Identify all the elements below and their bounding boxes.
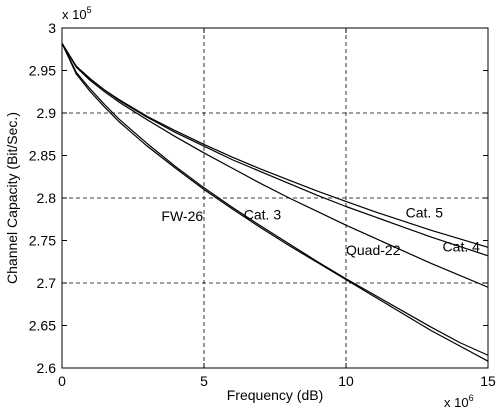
y-tick-label: 2.95 xyxy=(29,63,56,79)
x-tick-label: 10 xyxy=(338,373,354,389)
y-tick-label: 2.7 xyxy=(37,275,57,291)
x-axis-scale-factor: x 106 xyxy=(444,393,474,410)
curve-label: Cat. 5 xyxy=(406,205,444,221)
y-tick-label: 2.65 xyxy=(29,318,56,334)
y-axis-scale-factor: x 105 xyxy=(62,5,92,22)
y-tick-label: 3 xyxy=(48,20,56,36)
curve-label: FW-26 xyxy=(161,208,203,224)
x-axis-label: Frequency (dB) xyxy=(227,387,323,403)
y-tick-label: 2.6 xyxy=(37,360,57,376)
x-tick-label: 5 xyxy=(200,373,208,389)
series-line-cat-4 xyxy=(61,42,489,257)
y-tick-label: 2.75 xyxy=(29,233,56,249)
curve-label: Quad-22 xyxy=(346,242,401,258)
series-line-cat-3 xyxy=(61,42,489,288)
y-tick-label: 2.8 xyxy=(37,190,57,206)
y-tick-label: 2.85 xyxy=(29,148,56,164)
x-scale-base: x 10 xyxy=(444,395,469,410)
x-tick-label: 15 xyxy=(480,373,496,389)
y-scale-exponent: 5 xyxy=(87,5,92,15)
series-curves xyxy=(61,42,489,362)
x-tick-label: 0 xyxy=(58,373,66,389)
tick-labels: 0 5 10 15 2.6 2.65 2.7 2.75 2.8 2.85 2.9 2.95 3 xyxy=(29,20,496,389)
y-scale-base: x 10 xyxy=(62,7,87,22)
series-line-fw-26 xyxy=(61,43,489,356)
curve-label: Cat. 4 xyxy=(443,239,481,255)
y-axis-label: Channel Capacity (Bit/Sec.) xyxy=(4,112,20,284)
x-scale-exponent: 6 xyxy=(469,393,474,403)
axis-ticks xyxy=(61,27,489,369)
y-tick-label: 2.9 xyxy=(37,105,57,121)
series-line-quad-22 xyxy=(61,43,489,362)
grid xyxy=(62,28,488,368)
curve-label: Cat. 3 xyxy=(244,206,282,222)
curve-annotations: Cat. 5 Cat. 4 Cat. 3 FW-26 Quad-22 xyxy=(161,205,480,258)
